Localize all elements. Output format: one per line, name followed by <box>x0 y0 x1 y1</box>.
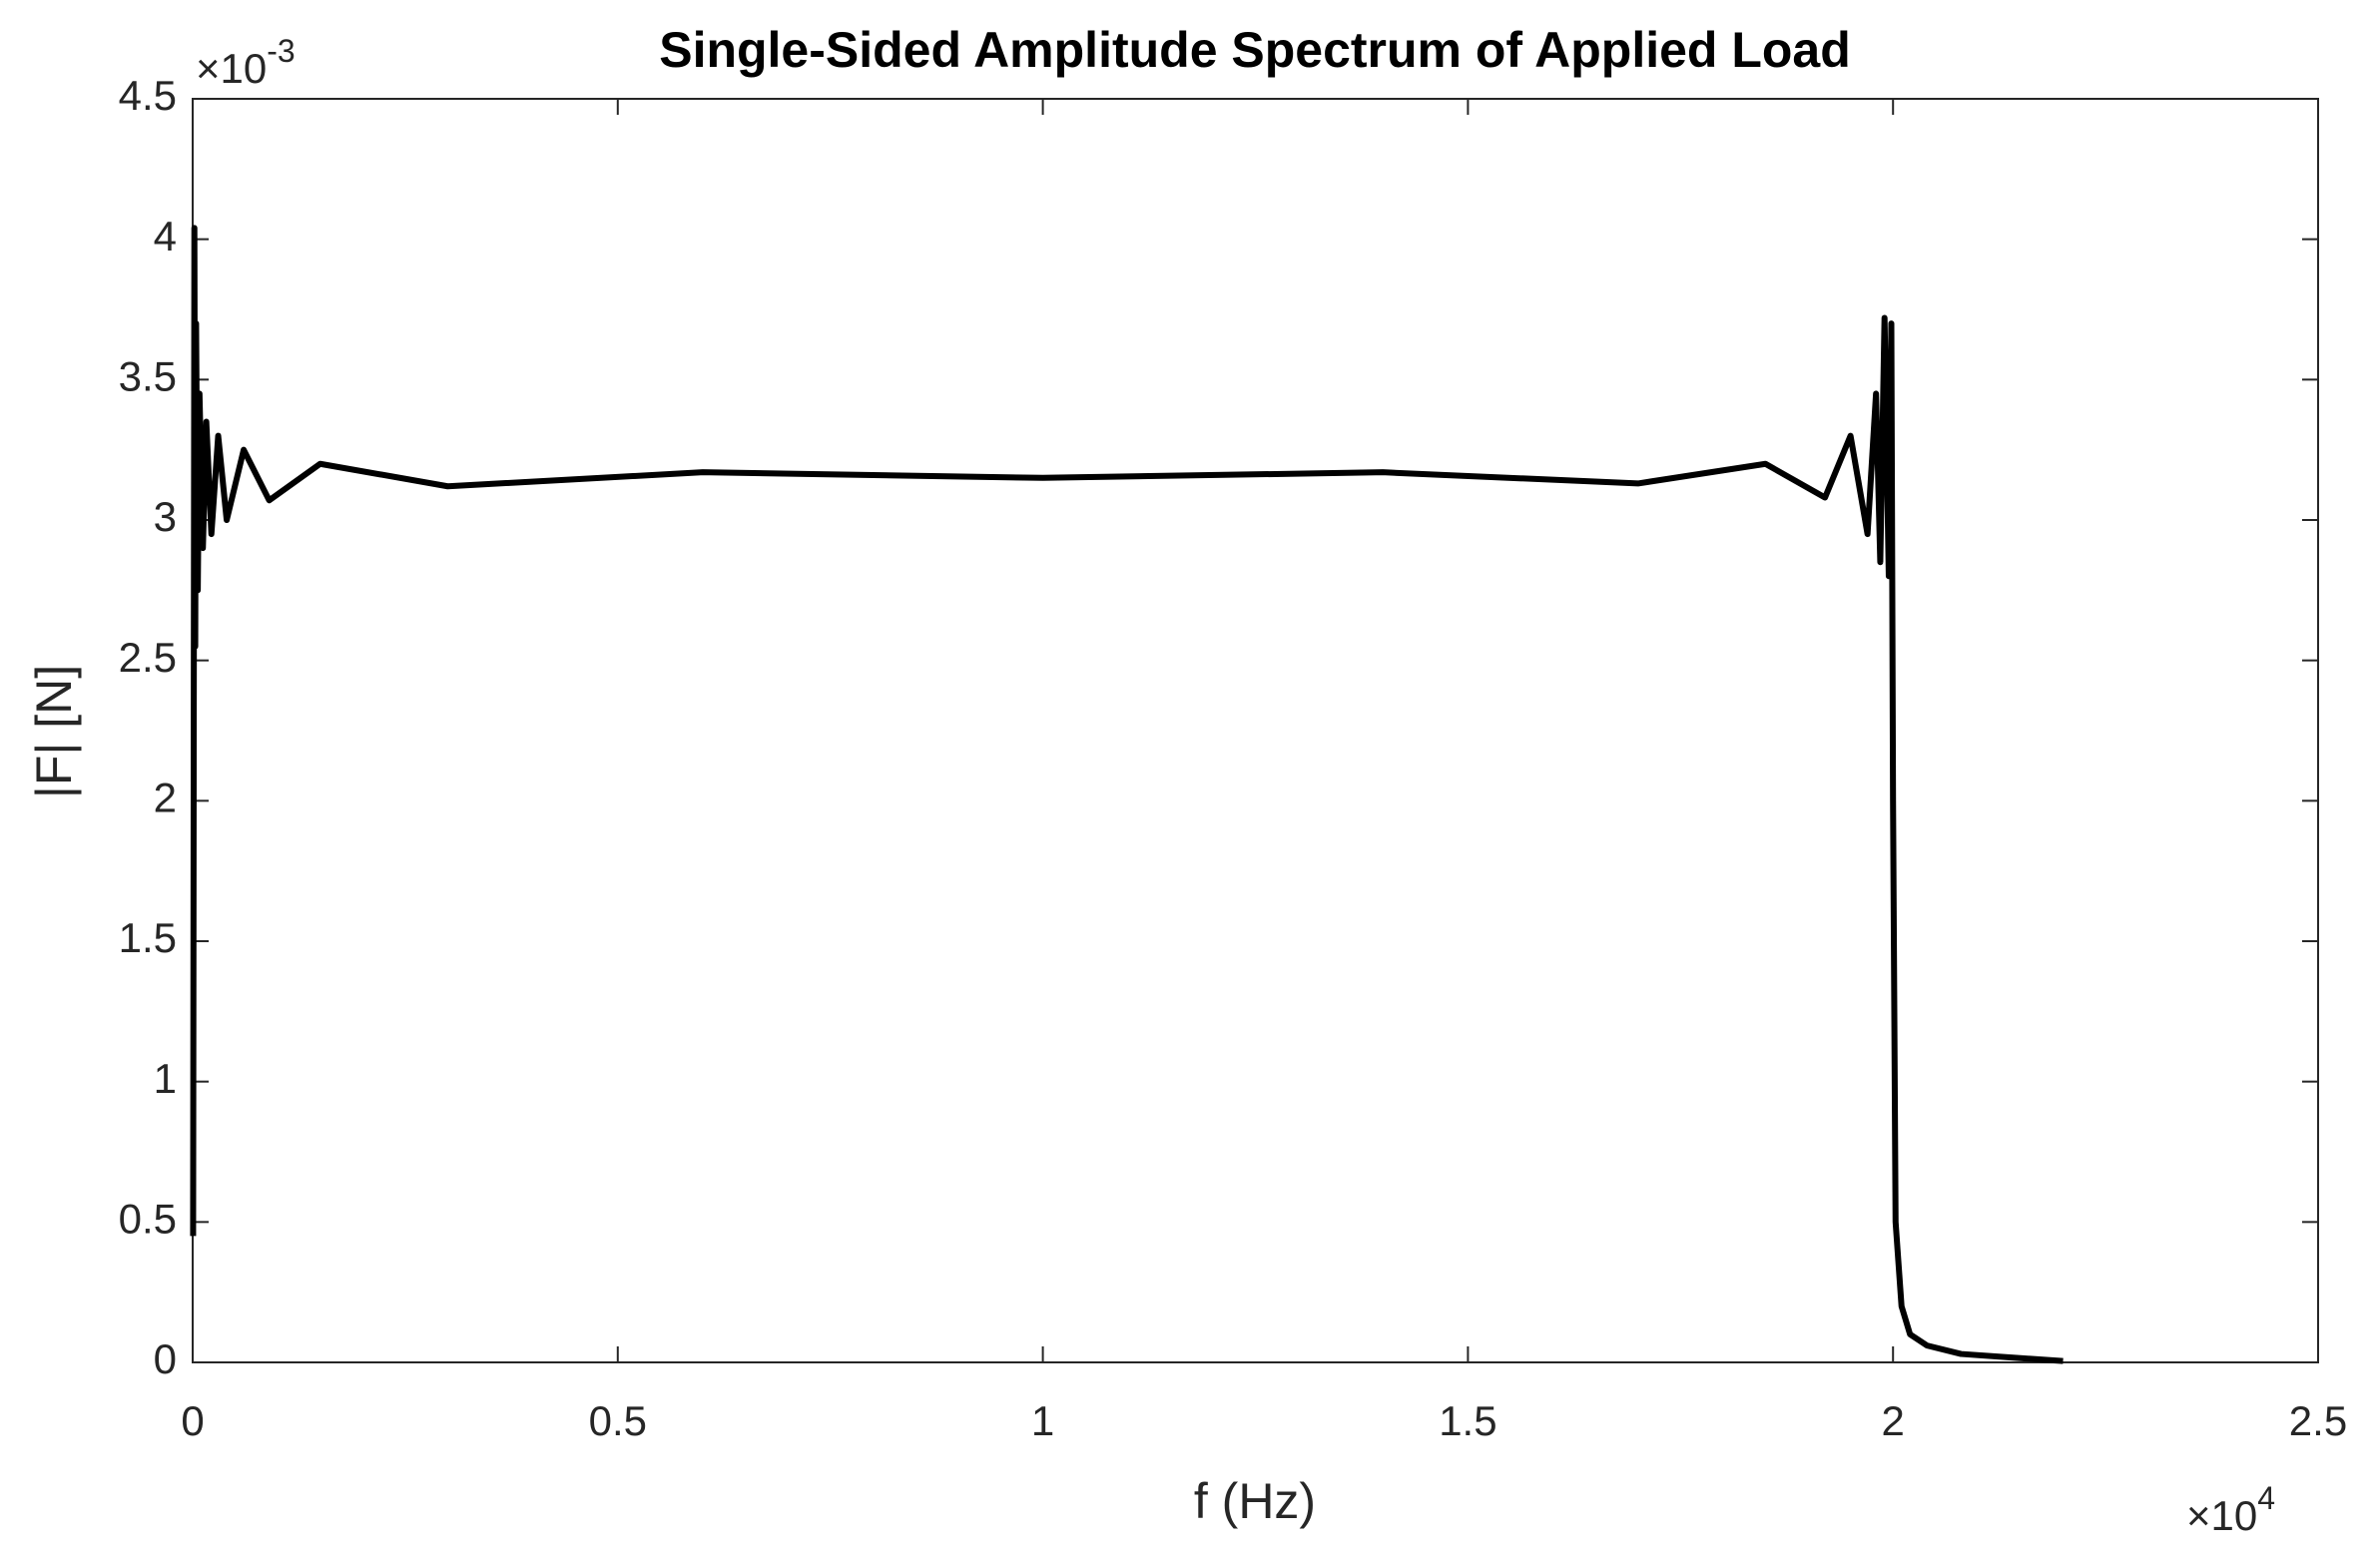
x-multiplier-exponent: 4 <box>2257 1480 2275 1516</box>
x-tick-label: 0.5 <box>589 1397 647 1444</box>
x-tick-label: 2.5 <box>2289 1397 2347 1444</box>
x-multiplier-base: ×10 <box>2186 1492 2257 1539</box>
spectrum-line <box>190 225 2064 1364</box>
x-multiplier: ×104 <box>2186 1480 2275 1539</box>
y-tick-label: 4 <box>154 213 177 260</box>
chart-title: Single-Sided Amplitude Spectrum of Appli… <box>659 22 1851 78</box>
y-tick-label: 2 <box>154 774 177 820</box>
y-tick-label: 2.5 <box>119 634 177 681</box>
y-tick-label: 0.5 <box>119 1195 177 1242</box>
y-tick-label: 3 <box>154 493 177 540</box>
x-tick-label: 0 <box>181 1397 204 1444</box>
y-multiplier: ×10-3 <box>196 33 296 92</box>
y-tick-label: 1.5 <box>119 914 177 961</box>
x-tick-label: 1 <box>1031 1397 1054 1444</box>
y-tick-label: 3.5 <box>119 352 177 399</box>
y-tick-label: 1 <box>154 1055 177 1102</box>
y-tick-label: 0 <box>154 1335 177 1382</box>
y-multiplier-exponent: -3 <box>267 33 295 69</box>
x-tick-label: 2 <box>1882 1397 1905 1444</box>
y-multiplier-base: ×10 <box>196 45 267 92</box>
x-tick-label: 1.5 <box>1439 1397 1496 1444</box>
x-axis-label: f (Hz) <box>1194 1473 1316 1529</box>
y-axis-label: |F| [N] <box>26 665 82 798</box>
y-tick-label: 4.5 <box>119 72 177 119</box>
